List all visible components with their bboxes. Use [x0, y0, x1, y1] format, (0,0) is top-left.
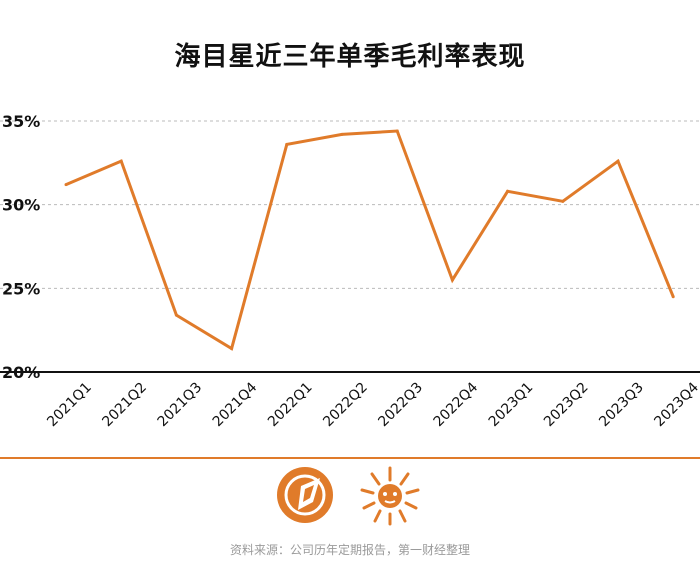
x-tick-label: 2023Q1	[486, 380, 537, 431]
x-tick-label: 2021Q2	[99, 380, 150, 431]
divider-line	[0, 457, 700, 459]
x-tick-label: 2022Q3	[375, 380, 426, 431]
data-point	[671, 295, 675, 299]
x-tick-label: 2022Q4	[431, 379, 482, 430]
x-tick-label: 2022Q1	[265, 380, 316, 431]
data-point	[174, 313, 178, 317]
x-tick-label: 2021Q3	[155, 380, 206, 431]
y-axis-ticks: 20%25%30%35%	[2, 112, 40, 382]
gridlines	[0, 120, 700, 289]
x-tick-label: 2023Q2	[541, 380, 592, 431]
x-tick-label: 2023Q4	[651, 379, 700, 430]
data-point	[340, 132, 344, 136]
chart-title: 海目星近三年单季毛利率表现	[174, 42, 526, 72]
series	[64, 129, 675, 351]
x-tick-label: 2021Q4	[210, 379, 261, 430]
data-point	[395, 129, 399, 133]
line-chart: 20%25%30%35% 2021Q1 2021Q2 2021Q3 2021Q4 202…	[0, 112, 700, 430]
x-tick-label: 2021Q1	[44, 380, 95, 431]
y-tick-label: 30%	[2, 196, 40, 215]
y-tick-label: 35%	[2, 112, 40, 131]
data-point	[561, 199, 565, 203]
y-tick-label: 25%	[2, 279, 40, 298]
data-point	[64, 183, 68, 187]
data-point	[616, 159, 620, 163]
data-point	[230, 347, 234, 351]
data-point	[450, 278, 454, 282]
source-note: 资料来源：公司历年定期报告，第一财经整理	[229, 543, 470, 557]
x-tick-label: 2022Q2	[320, 380, 371, 431]
series-line	[65, 129, 675, 351]
data-point	[119, 159, 123, 163]
x-tick-label: 2023Q3	[596, 380, 647, 431]
data-point	[506, 189, 510, 193]
yicai-logo-icon	[277, 467, 333, 523]
lion-logo-icon	[360, 466, 420, 526]
x-axis-ticks: 2021Q1 2021Q2 2021Q3 2021Q4 2022Q1 2022Q2 2022…	[44, 379, 700, 430]
data-point	[285, 142, 289, 146]
